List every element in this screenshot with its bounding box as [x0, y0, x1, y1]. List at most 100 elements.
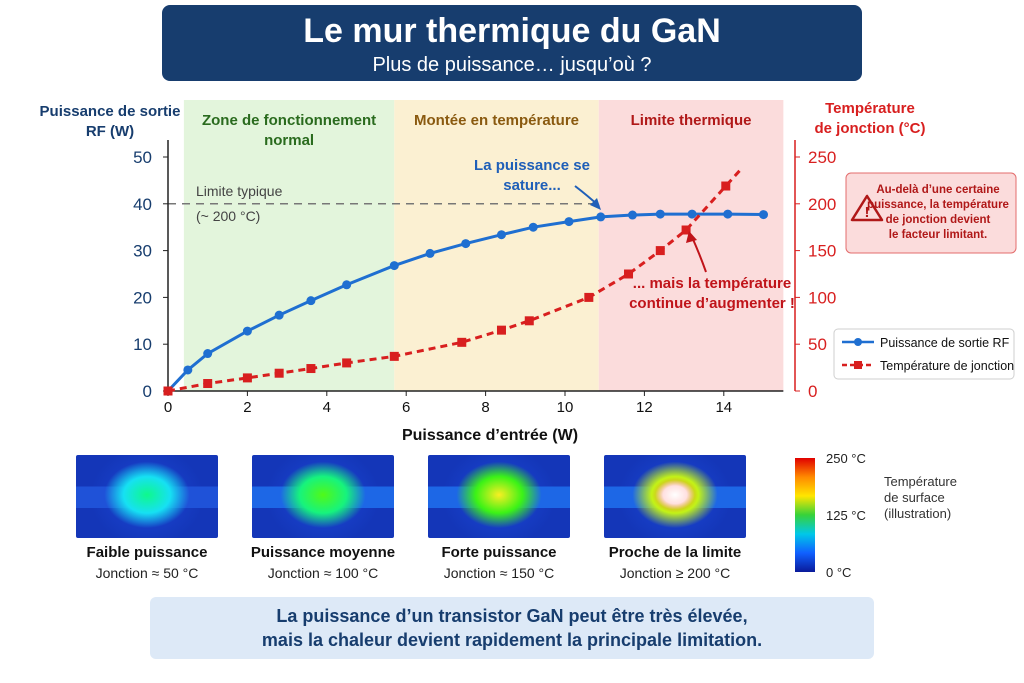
- y-left-tick-label: 50: [133, 148, 152, 167]
- temperature-annotation: continue d’augmenter !: [629, 295, 795, 312]
- legend-box: [833, 328, 1015, 380]
- data-point: [389, 351, 399, 361]
- thermal-image: [76, 455, 218, 538]
- y-left-tick-label: 40: [133, 195, 152, 214]
- data-point: [524, 316, 534, 326]
- warning-text: le facteur limitant.: [889, 229, 987, 241]
- y-left-axis-label: Puissance de sortie: [40, 103, 181, 120]
- x-tick-label: 10: [557, 399, 574, 416]
- legend-label: Puissance de sortie RF: [880, 336, 1010, 350]
- data-point: [759, 210, 768, 220]
- data-point: [627, 210, 637, 220]
- saturation-arrowhead: [590, 198, 601, 210]
- x-tick-label: 8: [481, 399, 489, 416]
- page-title: Le mur thermique du GaN: [303, 12, 721, 50]
- warning-text: de jonction devient: [886, 214, 991, 226]
- reference-label: Limite typique: [196, 183, 283, 199]
- legend-marker: [854, 361, 862, 369]
- data-point: [681, 225, 691, 235]
- footer-line-1: La puissance d’un transistor GaN peut êt…: [276, 606, 748, 626]
- x-tick-label: 4: [323, 399, 331, 416]
- y-left-tick-label: 10: [133, 335, 152, 354]
- zone-label-2: Montée en température: [414, 112, 579, 129]
- thermal-junction-temp: Jonction ≈ 150 °C: [443, 565, 555, 581]
- warning-icon: !: [865, 204, 870, 221]
- series-line-2: [167, 169, 741, 393]
- zone-band-3: [598, 100, 784, 391]
- y-right-axis-label: Température: [825, 100, 915, 117]
- y-right-tick-label: 250: [808, 148, 836, 167]
- scale-max-label: 250 °C: [826, 451, 866, 466]
- data-point: [242, 373, 252, 383]
- thermal-label: Proche de la limite: [608, 544, 742, 561]
- zone-band-2: [394, 100, 599, 391]
- warning-text: Au-delà d’une certaine: [876, 184, 999, 196]
- footer-message: La puissance d’un transistor GaN peut êt…: [150, 597, 874, 659]
- thermal-image: [428, 455, 570, 538]
- data-point: [564, 217, 574, 227]
- x-tick-label: 14: [715, 399, 732, 416]
- data-point: [183, 365, 193, 375]
- page-subtitle: Plus de puissance… jusqu’où ?: [372, 54, 652, 76]
- data-point: [496, 230, 506, 240]
- scale-mid-label: 125 °C: [826, 508, 866, 523]
- reference-sublabel: (~ 200 °C): [196, 208, 260, 224]
- footer-line-2: mais la chaleur devient rapidement la pr…: [261, 630, 763, 650]
- data-point: [596, 212, 606, 222]
- scale-min-label: 0 °C: [826, 565, 852, 580]
- data-point: [306, 296, 316, 306]
- data-point: [425, 248, 435, 258]
- data-point: [274, 310, 284, 320]
- y-left-tick-label: 0: [143, 382, 152, 401]
- zone-label-1: normal: [264, 132, 314, 149]
- data-point: [389, 261, 399, 271]
- thermal-caption: Proche de la limite Jonction ≥ 200 °C: [585, 543, 765, 583]
- legend-label: Température de jonction: [880, 359, 1014, 373]
- data-point: [723, 209, 733, 219]
- y-left-tick-label: 30: [133, 242, 152, 261]
- y-right-tick-label: 50: [808, 335, 827, 354]
- x-tick-label: 6: [402, 399, 410, 416]
- data-point: [274, 368, 284, 378]
- data-point: [624, 269, 634, 279]
- data-point: [655, 246, 665, 256]
- warning-text: puissance, la température: [867, 199, 1009, 211]
- thermal-label: Faible puissance: [86, 544, 208, 561]
- scale-title: Température de surface (illustration): [884, 474, 957, 521]
- x-axis-label: Puissance d’entrée (W): [402, 427, 578, 444]
- data-point: [203, 349, 213, 359]
- saturation-annotation: sature...: [503, 177, 561, 194]
- data-point: [655, 209, 665, 219]
- warning-box: [845, 172, 1017, 254]
- thermal-junction-temp: Jonction ≈ 50 °C: [95, 565, 199, 581]
- temperature-color-scale: [795, 458, 815, 572]
- thermal-caption: Faible puissance Jonction ≈ 50 °C: [57, 543, 237, 583]
- y-right-tick-label: 200: [808, 195, 836, 214]
- power-temperature-chart: Zone de fonctionnement normal Montée en te…: [40, 100, 1017, 444]
- legend-marker: [854, 338, 862, 346]
- y-left-tick-label: 20: [133, 288, 152, 307]
- data-point: [342, 280, 352, 290]
- data-point: [721, 181, 731, 191]
- data-point: [306, 364, 316, 374]
- zone-band-1: [183, 100, 395, 391]
- y-right-axis-label: de jonction (°C): [815, 120, 926, 137]
- data-point: [528, 222, 538, 232]
- zone-label-1: Zone de fonctionnement: [202, 112, 376, 129]
- thermal-label: Puissance moyenne: [250, 544, 396, 561]
- y-right-tick-label: 100: [808, 288, 836, 307]
- x-tick-label: 2: [243, 399, 251, 416]
- data-point: [457, 337, 467, 347]
- x-tick-label: 12: [636, 399, 653, 416]
- temperature-annotation: ... mais la température: [633, 275, 791, 292]
- data-point: [461, 239, 471, 249]
- thermal-caption: Forte puissance Jonction ≈ 150 °C: [409, 543, 589, 583]
- title-banner: Le mur thermique du GaN Plus de puissanc…: [162, 5, 862, 81]
- y-right-tick-label: 0: [808, 382, 817, 401]
- data-point: [163, 386, 173, 396]
- data-point: [203, 379, 213, 389]
- thermal-image: [252, 455, 394, 538]
- data-point: [496, 325, 506, 335]
- data-point: [342, 358, 352, 368]
- thermal-label: Forte puissance: [441, 544, 557, 561]
